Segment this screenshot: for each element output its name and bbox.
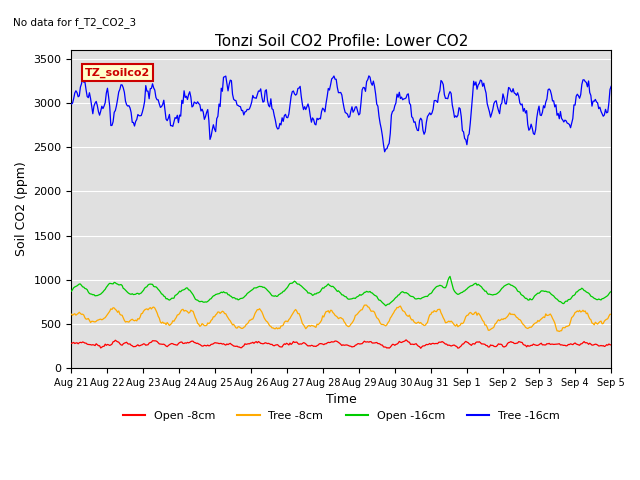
X-axis label: Time: Time [326, 393, 356, 406]
Title: Tonzi Soil CO2 Profile: Lower CO2: Tonzi Soil CO2 Profile: Lower CO2 [214, 34, 468, 49]
Text: No data for f_T2_CO2_3: No data for f_T2_CO2_3 [13, 17, 136, 28]
Legend: Open -8cm, Tree -8cm, Open -16cm, Tree -16cm: Open -8cm, Tree -8cm, Open -16cm, Tree -… [118, 407, 564, 426]
Y-axis label: Soil CO2 (ppm): Soil CO2 (ppm) [15, 162, 28, 256]
Text: TZ_soilco2: TZ_soilco2 [85, 68, 150, 78]
